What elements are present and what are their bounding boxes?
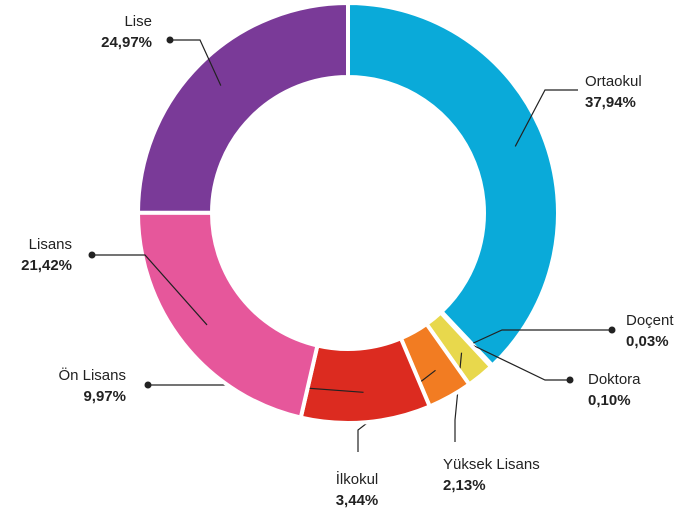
donut-slice bbox=[135, 210, 320, 421]
leader-line bbox=[471, 329, 612, 345]
slice-value-label: 21,42% bbox=[21, 257, 72, 274]
leader-dot bbox=[88, 251, 96, 259]
leader-dot bbox=[566, 376, 574, 384]
leader-line bbox=[470, 343, 570, 381]
slice-label: İlkokul bbox=[336, 470, 379, 488]
slice-label: Doktora bbox=[588, 371, 641, 388]
slice-label: Lisans bbox=[29, 236, 72, 253]
slice-value-label: 37,94% bbox=[585, 94, 636, 111]
slice-value-label: 0,10% bbox=[588, 392, 631, 409]
slice-value-label: 3,44% bbox=[336, 492, 379, 509]
donut-slice bbox=[135, 0, 350, 215]
slice-label: Lise bbox=[124, 13, 152, 30]
leader-dot bbox=[608, 326, 616, 334]
leader-line bbox=[92, 254, 208, 326]
leader-line bbox=[170, 39, 222, 86]
slice-value-label: 0,03% bbox=[626, 333, 669, 350]
slice-value-label: 2,13% bbox=[443, 477, 486, 494]
leader-line bbox=[514, 89, 578, 147]
slice-label: Yüksek Lisans bbox=[443, 456, 540, 473]
slice-label: Ön Lisans bbox=[58, 366, 126, 384]
donut-slice bbox=[346, 0, 560, 369]
slice-value-label: 24,97% bbox=[101, 34, 152, 51]
slice-label: Doçent bbox=[626, 312, 674, 329]
leader-dot bbox=[144, 381, 152, 389]
slice-label: Ortaokul bbox=[585, 73, 642, 90]
leader-dot bbox=[166, 36, 174, 44]
slice-value-label: 9,97% bbox=[83, 388, 126, 405]
